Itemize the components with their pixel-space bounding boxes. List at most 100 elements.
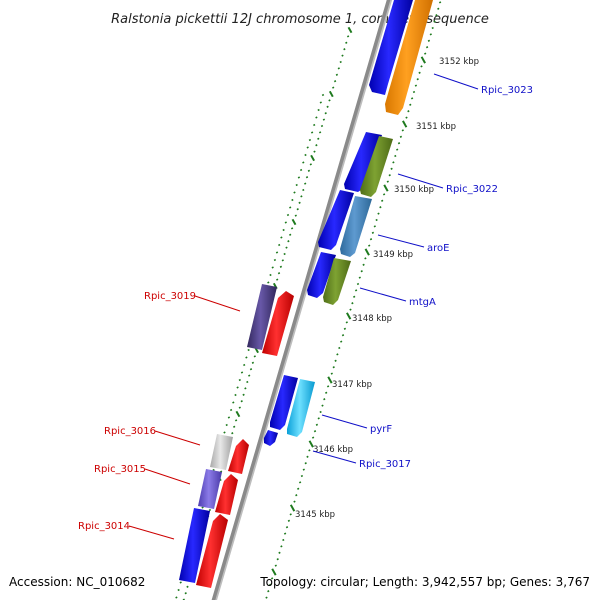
minor-tick bbox=[282, 228, 285, 232]
minor-tick bbox=[293, 500, 296, 503]
minor-tick bbox=[297, 487, 300, 490]
minor-tick bbox=[399, 135, 403, 138]
gene-pyrf-cog[interactable] bbox=[270, 375, 298, 430]
minor-tick bbox=[248, 374, 251, 377]
minor-tick bbox=[238, 406, 241, 409]
minor-tick bbox=[341, 334, 345, 337]
gene-rpic-3016-cog[interactable] bbox=[210, 434, 233, 470]
forward-strand-genes bbox=[264, 0, 433, 446]
gene-label-rpic-3015[interactable]: Rpic_3015 bbox=[94, 464, 146, 475]
gene-rpic-3019-cog[interactable] bbox=[247, 284, 277, 350]
minor-tick bbox=[368, 244, 371, 247]
minor-tick bbox=[283, 532, 287, 535]
minor-tick bbox=[392, 161, 395, 164]
gene-label-rpic-3016[interactable]: Rpic_3016 bbox=[104, 426, 156, 437]
major-tick bbox=[235, 410, 241, 418]
minor-tick bbox=[420, 65, 423, 68]
minor-tick bbox=[356, 282, 360, 286]
minor-tick bbox=[313, 430, 317, 433]
minor-tick bbox=[332, 366, 335, 369]
minor-tick bbox=[381, 199, 384, 202]
gene-rpic-3019[interactable] bbox=[262, 291, 294, 356]
minor-tick bbox=[351, 302, 354, 305]
gene-mtga[interactable] bbox=[323, 258, 351, 305]
minor-tick bbox=[338, 346, 341, 350]
gene-rpic-3014-cog[interactable] bbox=[179, 508, 210, 583]
minor-tick bbox=[306, 146, 309, 149]
minor-tick bbox=[233, 425, 236, 428]
minor-tick bbox=[317, 108, 320, 112]
minor-tick bbox=[390, 167, 393, 170]
leader-line bbox=[321, 414, 368, 429]
minor-tick bbox=[289, 206, 292, 209]
minor-tick bbox=[294, 214, 297, 217]
kbp-label: 3151 kbp bbox=[416, 122, 456, 132]
gene-label-rpic-3014[interactable]: Rpic_3014 bbox=[78, 521, 130, 532]
minor-tick bbox=[315, 144, 318, 147]
minor-tick bbox=[231, 432, 234, 435]
minor-tick bbox=[320, 124, 324, 128]
gene-label-mtga[interactable]: mtgA bbox=[409, 297, 436, 308]
minor-tick bbox=[208, 508, 212, 512]
minor-tick bbox=[330, 372, 333, 375]
gene-rpic-3022-cog[interactable] bbox=[344, 132, 382, 192]
gene-rpic-3015[interactable] bbox=[215, 474, 238, 515]
minor-tick bbox=[309, 163, 312, 166]
gene-pyrf[interactable] bbox=[287, 379, 315, 437]
gene-rpic-3016[interactable] bbox=[228, 439, 249, 474]
minor-tick bbox=[302, 188, 305, 192]
kbp-scale-labels: 3152 kbp 3151 kbp 3150 kbp 3149 kbp 3148… bbox=[295, 57, 479, 520]
minor-tick bbox=[302, 161, 305, 164]
minor-tick bbox=[275, 251, 279, 254]
minor-tick bbox=[360, 270, 363, 273]
minor-tick bbox=[326, 385, 330, 388]
gene-label-rpic-3019[interactable]: Rpic_3019 bbox=[144, 291, 196, 302]
major-tick bbox=[310, 154, 315, 162]
minor-tick bbox=[290, 227, 294, 230]
minor-tick bbox=[341, 54, 344, 57]
minor-tick bbox=[277, 272, 281, 275]
gene-aroe-cog[interactable] bbox=[318, 190, 354, 250]
gene-rpic-3023-cog[interactable] bbox=[369, 0, 413, 95]
minor-tick bbox=[346, 35, 350, 38]
reverse-strand-genes bbox=[179, 284, 294, 588]
minor-tick bbox=[251, 361, 255, 364]
minor-tick bbox=[437, 7, 440, 10]
gene-label-rpic-3022[interactable]: Rpic_3022 bbox=[446, 184, 498, 195]
leader-line bbox=[312, 450, 357, 464]
gene-rpic-3023[interactable] bbox=[385, 0, 433, 115]
gene-aroe[interactable] bbox=[340, 196, 372, 257]
gene-label-pyrf[interactable]: pyrF bbox=[370, 424, 392, 435]
minor-tick bbox=[425, 46, 429, 49]
minor-tick bbox=[245, 356, 248, 359]
gene-label-rpic-3023[interactable]: Rpic_3023 bbox=[481, 85, 533, 96]
minor-tick bbox=[175, 596, 178, 599]
minor-tick bbox=[304, 182, 307, 185]
minor-tick bbox=[295, 183, 298, 187]
gene-label-aroe[interactable]: aroE bbox=[427, 243, 449, 254]
minor-tick bbox=[240, 371, 244, 374]
gene-rpic-3015-cog[interactable] bbox=[198, 469, 222, 509]
minor-tick bbox=[340, 340, 343, 343]
minor-tick bbox=[269, 273, 272, 277]
minor-tick bbox=[276, 278, 279, 281]
minor-tick bbox=[293, 191, 296, 194]
minor-tick bbox=[313, 123, 316, 127]
minor-tick bbox=[343, 48, 346, 51]
minor-tick bbox=[310, 131, 314, 134]
gene-label-rpic-3017[interactable]: Rpic_3017 bbox=[359, 459, 411, 470]
gene-rpic-3014[interactable] bbox=[196, 514, 228, 588]
minor-tick bbox=[373, 225, 376, 228]
gene-rpic-3017-cog[interactable] bbox=[264, 430, 278, 446]
major-tick bbox=[364, 248, 370, 256]
minor-tick bbox=[240, 400, 243, 403]
minor-tick bbox=[238, 378, 241, 382]
minor-tick bbox=[326, 105, 329, 108]
gene-mtga-cog[interactable] bbox=[307, 252, 336, 298]
minor-tick bbox=[281, 259, 284, 262]
gene-rpic-3022[interactable] bbox=[360, 136, 393, 197]
minor-tick bbox=[377, 212, 380, 215]
minor-tick bbox=[349, 308, 352, 311]
minor-tick bbox=[435, 14, 438, 17]
leader-line bbox=[154, 430, 201, 446]
